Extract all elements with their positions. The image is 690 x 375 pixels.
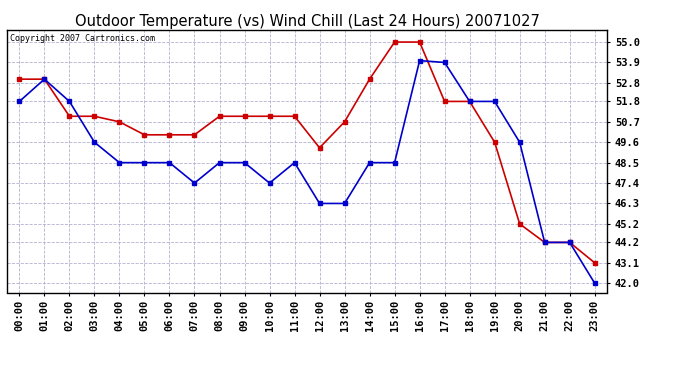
Text: Copyright 2007 Cartronics.com: Copyright 2007 Cartronics.com — [10, 34, 155, 43]
Title: Outdoor Temperature (vs) Wind Chill (Last 24 Hours) 20071027: Outdoor Temperature (vs) Wind Chill (Las… — [75, 14, 540, 29]
